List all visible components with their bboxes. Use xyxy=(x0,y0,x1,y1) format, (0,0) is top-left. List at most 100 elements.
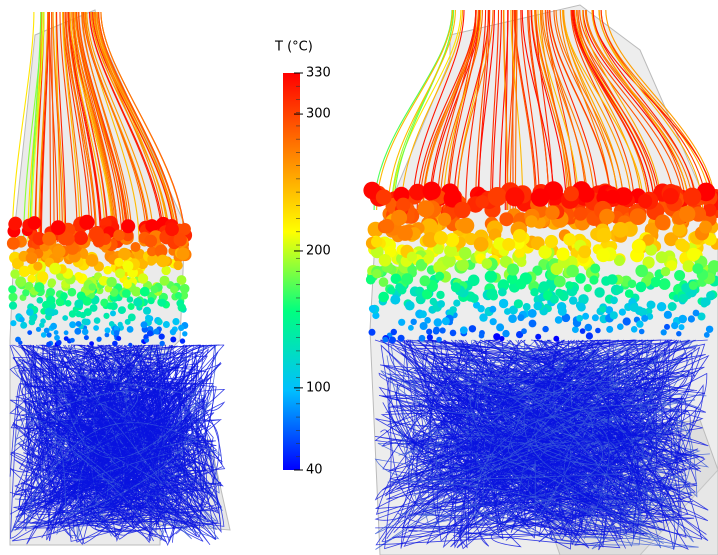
streamline xyxy=(439,9,483,211)
particle xyxy=(122,260,134,272)
streamline xyxy=(470,339,681,540)
particle xyxy=(671,322,679,330)
particle xyxy=(33,261,43,271)
particle xyxy=(387,286,396,295)
right-reactor xyxy=(363,4,718,555)
particle xyxy=(481,258,493,269)
particle xyxy=(590,263,601,274)
particle xyxy=(641,314,649,322)
particle xyxy=(686,247,701,262)
streamline xyxy=(513,9,537,211)
streamline xyxy=(52,344,167,534)
particle xyxy=(18,265,30,277)
streamline xyxy=(579,9,684,211)
particle xyxy=(106,302,114,310)
streamline xyxy=(374,339,701,491)
particle xyxy=(514,247,525,259)
particle xyxy=(642,234,655,246)
particle xyxy=(508,305,518,315)
particle xyxy=(29,314,37,322)
particle xyxy=(489,318,497,326)
streamline xyxy=(23,344,164,512)
particle xyxy=(638,328,645,335)
particle xyxy=(50,220,66,236)
particle xyxy=(434,231,448,245)
particle xyxy=(391,209,408,226)
particle xyxy=(584,323,593,332)
streamline xyxy=(605,9,717,211)
streamline xyxy=(391,9,462,211)
particle xyxy=(449,329,457,337)
particle xyxy=(44,307,53,316)
particle xyxy=(379,218,395,234)
particle xyxy=(422,232,439,248)
particle xyxy=(378,277,389,287)
particle xyxy=(419,322,428,330)
particle xyxy=(15,276,27,287)
particle xyxy=(630,326,638,333)
particle xyxy=(368,328,376,336)
particle xyxy=(635,281,647,293)
particle xyxy=(122,279,132,289)
particle xyxy=(100,298,109,307)
particle xyxy=(572,326,579,333)
particle xyxy=(150,285,159,294)
particle xyxy=(521,328,527,335)
particle xyxy=(8,292,18,302)
particle xyxy=(368,305,377,313)
particle xyxy=(697,312,706,321)
particle xyxy=(426,334,433,341)
particle xyxy=(172,318,180,326)
streamline xyxy=(72,11,108,243)
particle xyxy=(410,318,417,325)
particle xyxy=(144,234,158,248)
particle xyxy=(596,190,611,205)
particle xyxy=(513,299,524,309)
particle xyxy=(117,321,123,327)
particle xyxy=(116,336,122,341)
particle xyxy=(106,276,117,288)
particle xyxy=(449,306,457,314)
particle xyxy=(535,333,542,340)
particle xyxy=(502,329,510,338)
streamline xyxy=(52,11,66,243)
particle xyxy=(663,310,673,319)
particle xyxy=(538,281,550,292)
particle xyxy=(596,227,612,243)
particle xyxy=(63,336,69,341)
particle xyxy=(174,291,182,299)
streamline xyxy=(97,11,180,243)
particle xyxy=(419,275,431,287)
particle xyxy=(624,289,634,298)
tick-label: 40 xyxy=(306,463,323,478)
streamline xyxy=(68,11,101,243)
particle xyxy=(156,254,169,268)
particle xyxy=(549,294,559,304)
particle xyxy=(74,299,84,309)
particle xyxy=(508,314,517,324)
streamline xyxy=(416,9,477,211)
particle xyxy=(499,336,505,342)
streamline xyxy=(510,9,524,211)
streamline xyxy=(514,9,538,211)
streamline xyxy=(562,9,645,211)
particle xyxy=(53,330,59,335)
particle xyxy=(81,318,89,326)
streamline xyxy=(59,11,78,243)
particle xyxy=(606,325,614,333)
particle xyxy=(154,244,168,258)
streamline xyxy=(65,11,94,243)
colorbar-title: T (°C) xyxy=(274,40,313,55)
particle xyxy=(631,239,646,254)
particle xyxy=(703,203,717,217)
streamline xyxy=(490,9,500,211)
particle xyxy=(8,285,17,294)
particle xyxy=(544,234,559,249)
particle xyxy=(169,328,177,336)
streamline xyxy=(422,9,479,211)
particle xyxy=(60,292,68,300)
particle xyxy=(15,336,21,343)
streamline xyxy=(69,11,114,243)
particle xyxy=(617,323,624,331)
particle xyxy=(576,314,584,322)
